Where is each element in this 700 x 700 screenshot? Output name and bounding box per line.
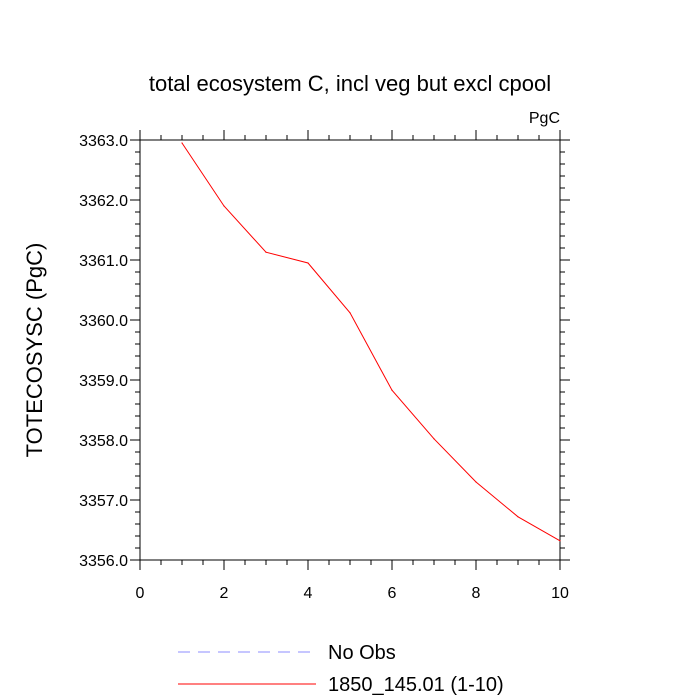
- legend: No Obs 1850_145.01 (1-10): [178, 642, 504, 696]
- x-tick-label: 2: [220, 585, 229, 602]
- series-point: [517, 516, 519, 518]
- x-tick-label: 4: [304, 585, 313, 602]
- series-point: [349, 312, 351, 314]
- x-tick-label: 10: [551, 585, 569, 602]
- series-point: [433, 438, 435, 440]
- legend-label-1850-145-01: 1850_145.01 (1-10): [328, 674, 504, 696]
- plot-frame: [139, 139, 561, 561]
- y-tick-label: 3359.0: [79, 373, 128, 390]
- chart-title: total ecosystem C, incl veg but excl cpo…: [149, 71, 551, 96]
- series-line: [181, 142, 561, 542]
- y-tick-label: 3357.0: [79, 493, 128, 510]
- series-point: [307, 262, 309, 264]
- units-label: PgC: [529, 110, 560, 127]
- y-tick-label: 3358.0: [79, 433, 128, 450]
- y-tick-label: 3360.0: [79, 313, 128, 330]
- series-point: [181, 142, 183, 144]
- series-point: [265, 251, 267, 253]
- y-tick-label: 3356.0: [79, 553, 128, 570]
- x-tick-label: 8: [472, 585, 481, 602]
- y-axis: 3356.0 3357.0 3358.0 3359.0 3360.0 3361.0 3362…: [79, 133, 570, 570]
- series-point: [559, 540, 561, 542]
- legend-label-no-obs: No Obs: [328, 642, 396, 664]
- x-axis: 0 2 4 6 8 10: [136, 130, 569, 602]
- series-point: [391, 389, 393, 391]
- y-tick-label: 3362.0: [79, 193, 128, 210]
- y-tick-label: 3363.0: [79, 133, 128, 150]
- series-point: [475, 481, 477, 483]
- y-tick-label: 3361.0: [79, 253, 128, 270]
- x-tick-label: 0: [136, 585, 145, 602]
- y-axis-label: TOTECOSYSC (PgC): [22, 243, 47, 458]
- series-point: [223, 205, 225, 207]
- series-layer: [181, 142, 561, 542]
- x-tick-label: 6: [388, 585, 397, 602]
